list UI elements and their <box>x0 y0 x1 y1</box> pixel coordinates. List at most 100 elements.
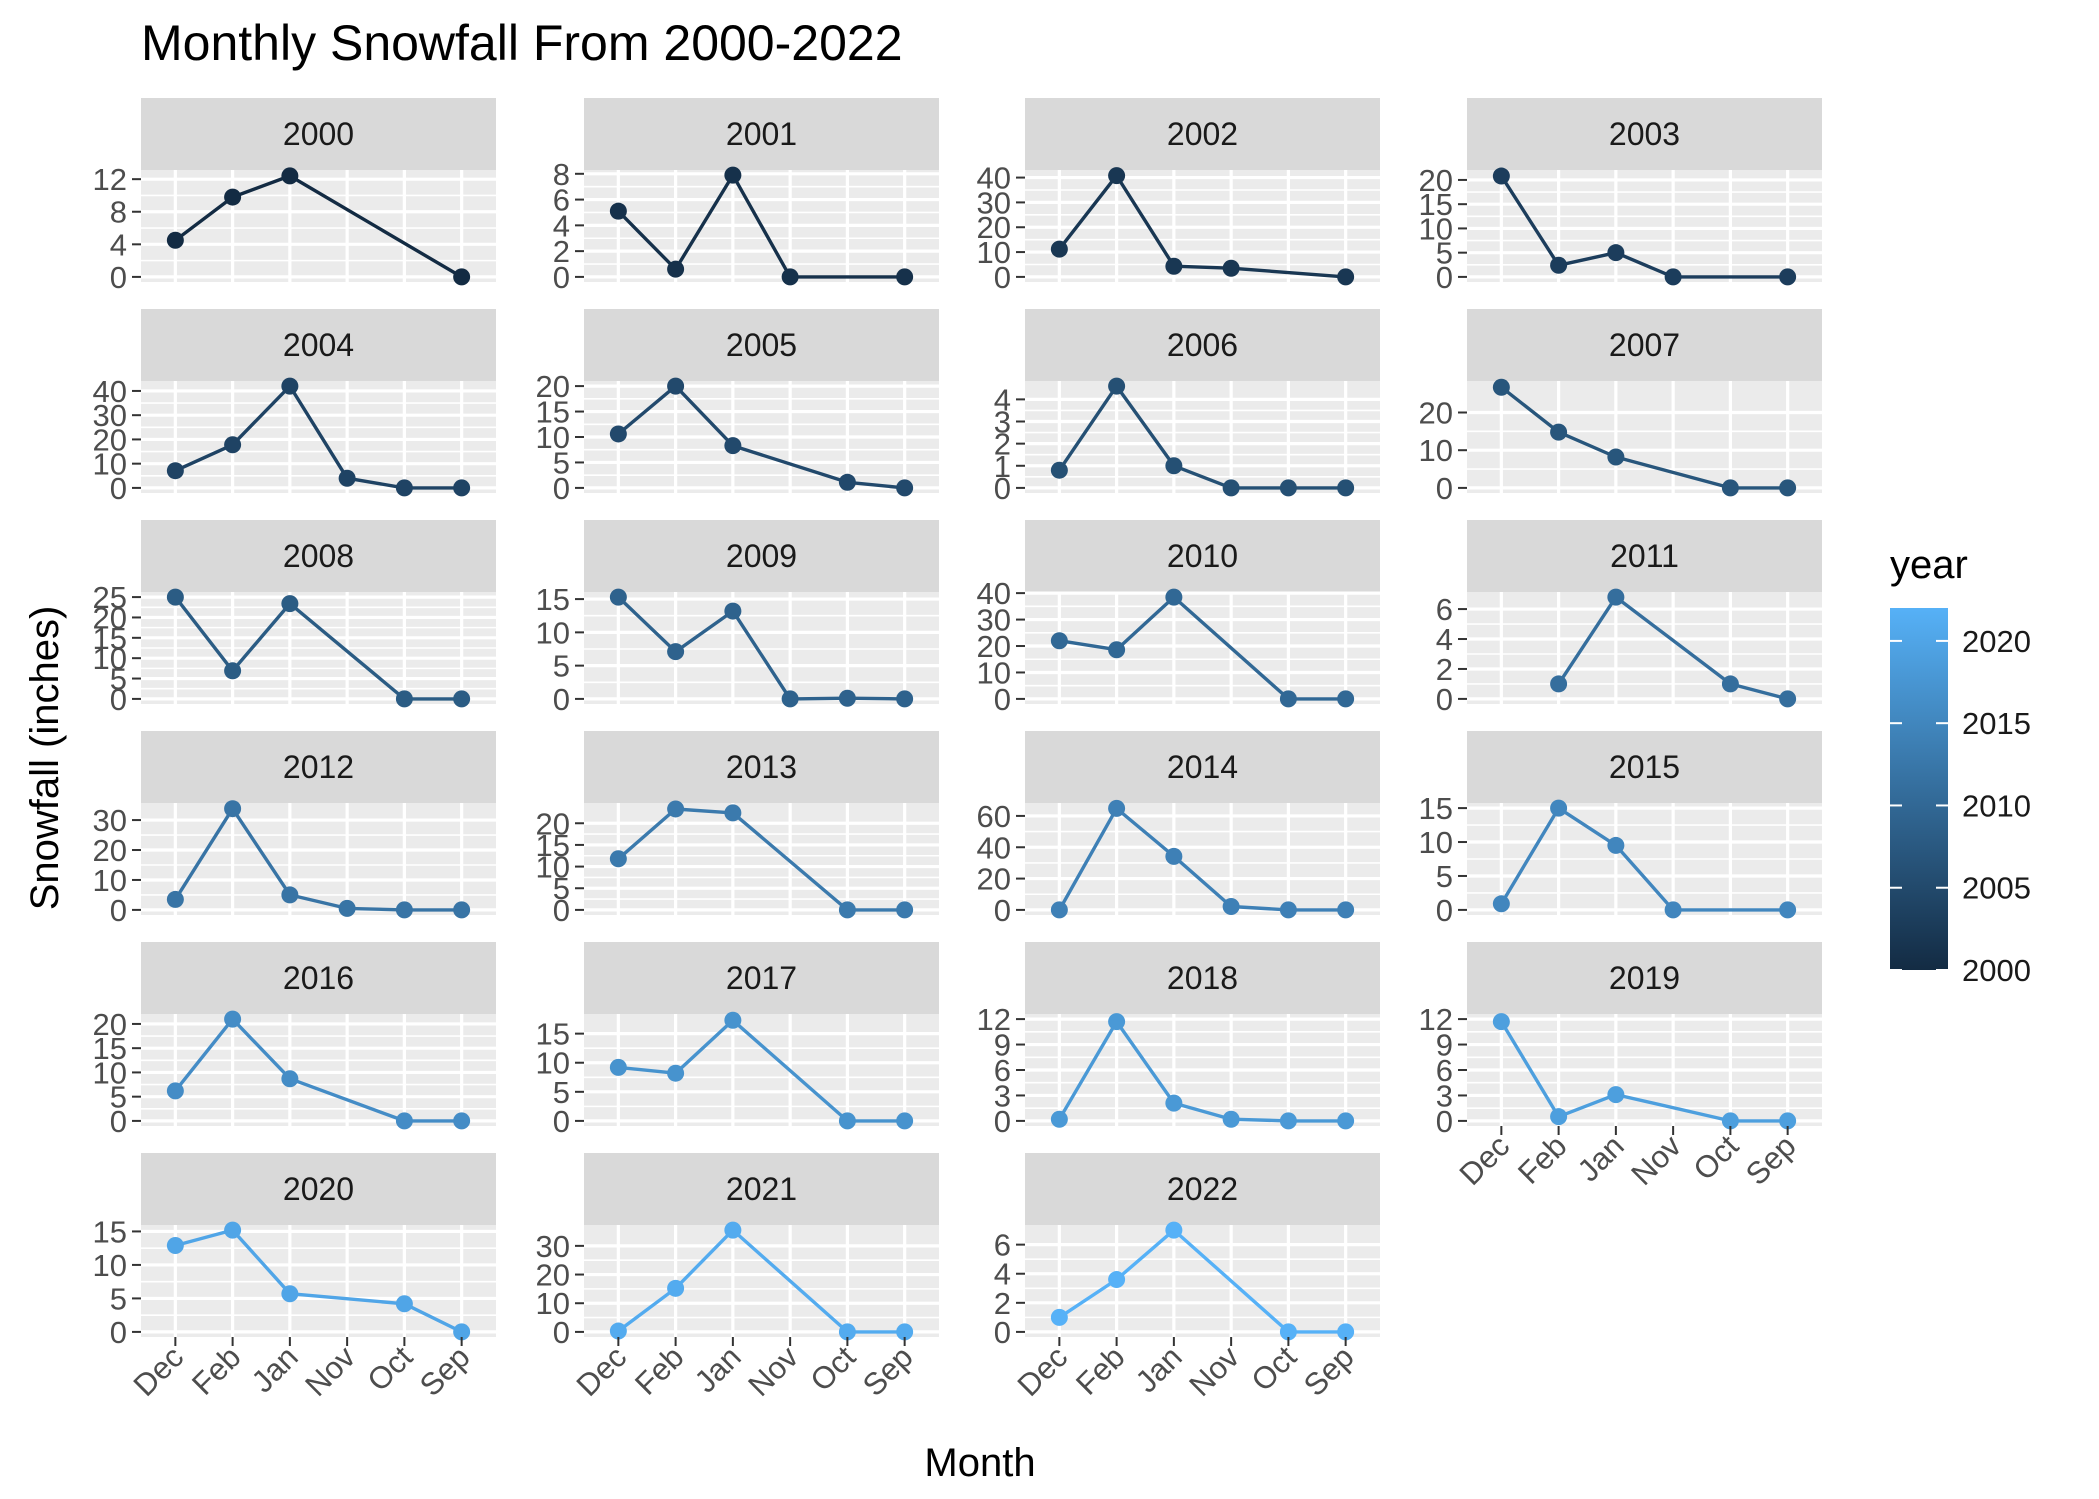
y-tick-label: 5 <box>1436 859 1453 894</box>
y-tick-label: 0 <box>553 682 570 717</box>
y-tick-label: 0 <box>994 260 1011 295</box>
data-point <box>395 479 413 497</box>
data-point <box>1779 479 1797 497</box>
data-point <box>1492 1013 1510 1031</box>
data-point <box>1664 901 1682 919</box>
y-tick-label: 20 <box>93 1007 127 1042</box>
data-point <box>1108 167 1126 185</box>
facet-strip-label: 2016 <box>283 960 354 996</box>
data-point <box>453 901 471 919</box>
facet-strip-label: 2021 <box>726 1171 797 1207</box>
data-point <box>338 469 356 487</box>
y-tick-label: 20 <box>977 210 1011 245</box>
facet-strip-label: 2002 <box>1167 116 1238 152</box>
y-tick-label: 30 <box>536 1229 570 1264</box>
data-point <box>667 377 685 395</box>
y-tick-label: 5 <box>553 871 570 906</box>
facet-strip-label: 2011 <box>1610 538 1679 574</box>
y-tick-label: 5 <box>553 1075 570 1110</box>
y-tick-label: 4 <box>994 1257 1011 1292</box>
x-tick-label: Nov <box>1624 1128 1688 1192</box>
x-tick-label: Sep <box>856 1339 920 1403</box>
y-tick-label: 30 <box>977 185 1011 220</box>
y-tick-label: 3 <box>994 405 1011 440</box>
data-point <box>453 1112 471 1130</box>
y-tick-label: 0 <box>110 260 127 295</box>
y-tick-label: 0 <box>110 1315 127 1350</box>
facet-strip-label: 2004 <box>283 327 354 363</box>
data-point <box>1607 244 1625 262</box>
y-tick-label: 5 <box>110 1080 127 1115</box>
facet-strip <box>141 520 496 592</box>
data-point <box>1492 895 1510 913</box>
y-tick-label: 0 <box>110 682 127 717</box>
data-point <box>896 1323 914 1341</box>
data-point <box>453 479 471 497</box>
y-tick-label: 10 <box>536 420 570 455</box>
y-tick-label: 20 <box>93 833 127 868</box>
data-point <box>281 595 299 613</box>
facet-strip <box>1467 520 1822 592</box>
data-point <box>609 202 627 220</box>
y-tick-label: 15 <box>1419 187 1453 222</box>
data-point <box>1165 457 1183 475</box>
facet-strip-label: 2009 <box>726 538 797 574</box>
facet-strip <box>584 98 939 170</box>
y-tick-label: 10 <box>977 235 1011 270</box>
data-point <box>166 890 184 908</box>
facet-strip <box>1467 942 1822 1014</box>
facet-strip-label: 2001 <box>726 116 797 152</box>
y-tick-label: 0 <box>110 893 127 928</box>
series-line <box>174 174 463 279</box>
data-point <box>1165 257 1183 275</box>
y-tick-label: 0 <box>994 471 1011 506</box>
facet-strip <box>1025 98 1380 170</box>
x-tick-label: Sep <box>413 1339 477 1403</box>
panel-background <box>584 803 939 915</box>
legend-tick-label: 2020 <box>1962 624 2031 659</box>
data-point <box>1550 675 1568 693</box>
data-point <box>667 643 685 661</box>
data-point <box>724 1011 742 1029</box>
y-tick-label: 15 <box>536 828 570 863</box>
facet-strip-label: 2010 <box>1167 538 1238 574</box>
data-point <box>609 1322 627 1340</box>
data-point <box>281 377 299 395</box>
y-tick-label: 3 <box>1436 1078 1453 1113</box>
data-point <box>838 473 856 491</box>
y-tick-label: 4 <box>553 208 570 243</box>
data-point <box>1050 1110 1068 1128</box>
facet-strip-label: 2015 <box>1609 749 1680 785</box>
data-point <box>1222 259 1240 277</box>
data-point <box>1222 1110 1240 1128</box>
data-point <box>838 1323 856 1341</box>
facet-strip <box>1025 1153 1380 1225</box>
data-point <box>1050 901 1068 919</box>
data-point <box>896 479 914 497</box>
y-tick-label: 6 <box>994 1053 1011 1088</box>
y-tick-label: 2 <box>1436 652 1453 687</box>
x-tick-label: Nov <box>741 1339 805 1403</box>
y-tick-label: 0 <box>1436 682 1453 717</box>
y-tick-label: 25 <box>93 580 127 615</box>
y-tick-label: 0 <box>553 1315 570 1350</box>
data-point <box>453 268 471 286</box>
y-tick-label: 5 <box>1436 236 1453 271</box>
data-point <box>667 260 685 278</box>
data-point <box>1721 1112 1739 1130</box>
data-point <box>667 1064 685 1082</box>
data-point <box>224 800 242 818</box>
data-point <box>1108 377 1126 395</box>
data-point <box>1279 690 1297 708</box>
y-tick-label: 12 <box>977 1002 1011 1037</box>
x-tick-label: Jan <box>688 1339 748 1399</box>
y-tick-label: 20 <box>93 600 127 635</box>
y-tick-label: 0 <box>553 893 570 928</box>
facet-strip-label: 2008 <box>283 538 354 574</box>
data-point <box>1279 479 1297 497</box>
